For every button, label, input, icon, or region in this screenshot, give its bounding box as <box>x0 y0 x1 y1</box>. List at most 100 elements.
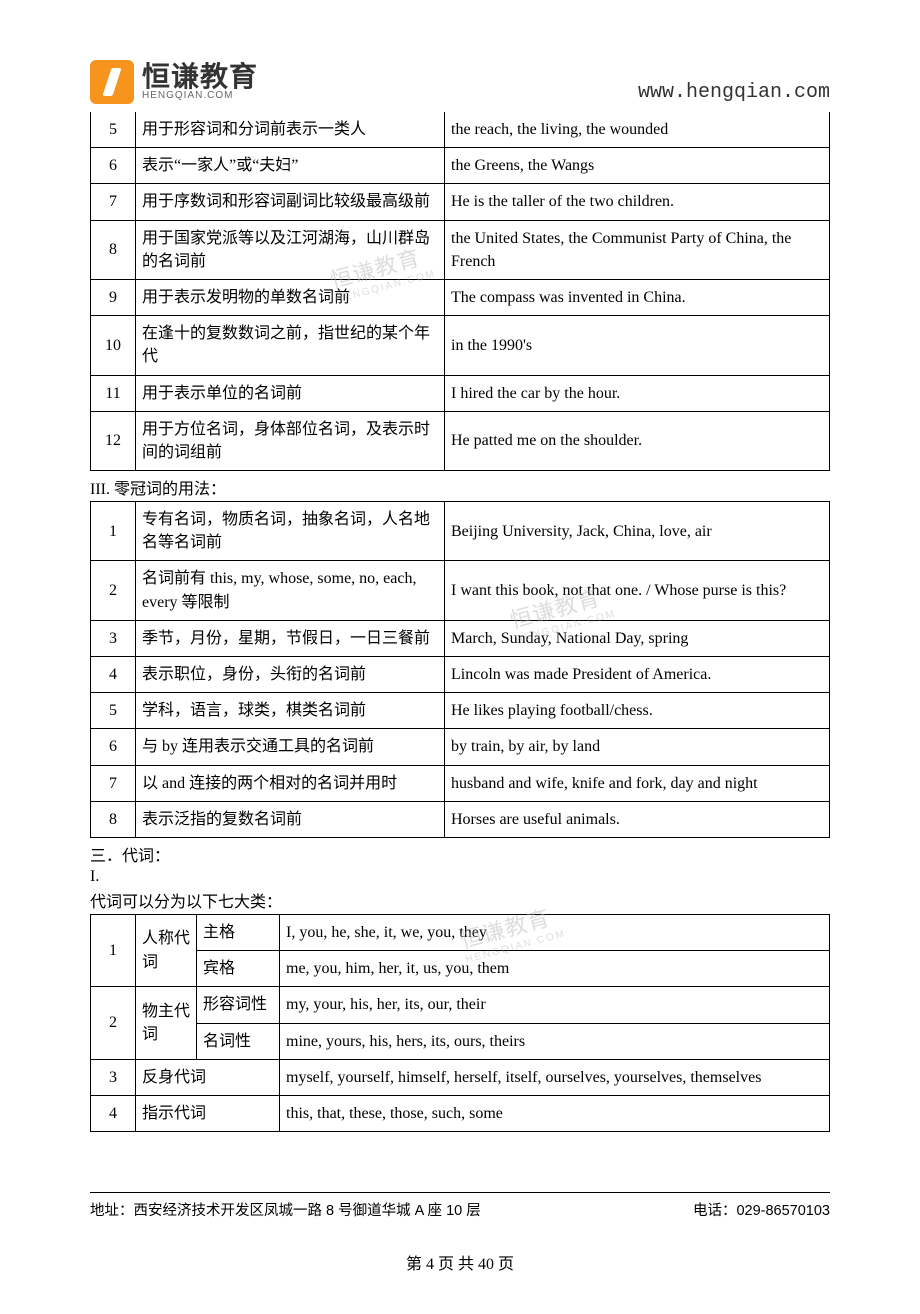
row-number: 9 <box>91 279 136 315</box>
row-number: 11 <box>91 375 136 411</box>
table-row: 6 与 by 连用表示交通工具的名词前 by train, by air, by… <box>91 729 830 765</box>
table-row: 8 用于国家党派等以及江河湖海，山川群岛的名词前 the United Stat… <box>91 220 830 279</box>
row-number: 10 <box>91 316 136 375</box>
table-row: 6 表示“一家人”或“夫妇” the Greens, the Wangs <box>91 148 830 184</box>
subcategory-cell: 宾格 <box>197 951 280 987</box>
rule-cell: 表示“一家人”或“夫妇” <box>136 148 445 184</box>
example-cell: by train, by air, by land <box>445 729 830 765</box>
rule-cell: 用于国家党派等以及江河湖海，山川群岛的名词前 <box>136 220 445 279</box>
page-number: 第 4 页 共 40 页 <box>90 1250 830 1274</box>
example-cell: husband and wife, knife and fork, day an… <box>445 765 830 801</box>
table-row: 宾格 me, you, him, her, it, us, you, them <box>91 951 830 987</box>
row-number: 1 <box>91 914 136 986</box>
example-cell: Lincoln was made President of America. <box>445 657 830 693</box>
example-cell: mine, yours, his, hers, its, ours, their… <box>280 1023 830 1059</box>
row-number: 3 <box>91 1059 136 1095</box>
table-row: 12 用于方位名词，身体部位名词，及表示时间的词组前 He patted me … <box>91 411 830 470</box>
example-cell: Beijing University, Jack, China, love, a… <box>445 502 830 561</box>
logo-icon <box>90 60 134 104</box>
footer-address: 地址：西安经济技术开发区凤城一路 8 号御道华城 A 座 10 层 <box>90 1199 481 1220</box>
example-cell: myself, yourself, himself, herself, itse… <box>280 1059 830 1095</box>
rule-cell: 用于表示发明物的单数名词前 <box>136 279 445 315</box>
example-cell: my, your, his, her, its, our, their <box>280 987 830 1023</box>
footer-phone: 电话：029-86570103 <box>693 1199 830 1220</box>
zero-article-table: 1 专有名词，物质名词，抽象名词，人名地名等名词前 Beijing Univer… <box>90 501 830 838</box>
row-number: 5 <box>91 112 136 148</box>
definite-article-table: 5 用于形容词和分词前表示一类人 the reach, the living, … <box>90 112 830 471</box>
section-pronoun-title: 三．代词： <box>90 842 830 866</box>
rule-cell: 用于表示单位的名词前 <box>136 375 445 411</box>
table-row: 3 反身代词 myself, yourself, himself, hersel… <box>91 1059 830 1095</box>
example-cell: He likes playing football/chess. <box>445 693 830 729</box>
row-number: 7 <box>91 184 136 220</box>
row-number: 7 <box>91 765 136 801</box>
category-cell: 物主代词 <box>136 987 197 1059</box>
row-number: 2 <box>91 987 136 1059</box>
table-row: 8 表示泛指的复数名词前 Horses are useful animals. <box>91 801 830 837</box>
category-cell: 指示代词 <box>136 1095 280 1131</box>
table-row: 4 指示代词 this, that, these, those, such, s… <box>91 1095 830 1131</box>
table-row: 5 用于形容词和分词前表示一类人 the reach, the living, … <box>91 112 830 148</box>
logo-text-en: HENGQIAN.COM <box>142 91 258 102</box>
table-row: 4 表示职位，身份，头衔的名词前 Lincoln was made Presid… <box>91 657 830 693</box>
example-cell: The compass was invented in China. <box>445 279 830 315</box>
rule-cell: 季节，月份，星期，节假日，一日三餐前 <box>136 620 445 656</box>
table-row: 10 在逢十的复数数词之前，指世纪的某个年代 in the 1990's <box>91 316 830 375</box>
row-number: 6 <box>91 729 136 765</box>
example-cell: He is the taller of the two children. <box>445 184 830 220</box>
rule-cell: 用于形容词和分词前表示一类人 <box>136 112 445 148</box>
subcategory-cell: 形容词性 <box>197 987 280 1023</box>
table-row: 2 物主代词 形容词性 my, your, his, her, its, our… <box>91 987 830 1023</box>
rule-cell: 与 by 连用表示交通工具的名词前 <box>136 729 445 765</box>
example-cell: I want this book, not that one. / Whose … <box>445 561 830 620</box>
example-cell: March, Sunday, National Day, spring <box>445 620 830 656</box>
example-cell: this, that, these, those, such, some <box>280 1095 830 1131</box>
example-cell: me, you, him, her, it, us, you, them <box>280 951 830 987</box>
rule-cell: 用于序数词和形容词副词比较级最高级前 <box>136 184 445 220</box>
section-pronoun-sub2: 代词可以分为以下七大类： <box>90 888 830 912</box>
example-cell: I, you, he, she, it, we, you, they <box>280 914 830 950</box>
rule-cell: 表示泛指的复数名词前 <box>136 801 445 837</box>
rule-cell: 学科，语言，球类，棋类名词前 <box>136 693 445 729</box>
rule-cell: 表示职位，身份，头衔的名词前 <box>136 657 445 693</box>
table-row: 7 用于序数词和形容词副词比较级最高级前 He is the taller of… <box>91 184 830 220</box>
table-row: 1 人称代词 主格 I, you, he, she, it, we, you, … <box>91 914 830 950</box>
row-number: 5 <box>91 693 136 729</box>
row-number: 3 <box>91 620 136 656</box>
example-cell: the reach, the living, the wounded <box>445 112 830 148</box>
rule-cell: 名词前有 this, my, whose, some, no, each, ev… <box>136 561 445 620</box>
category-cell: 反身代词 <box>136 1059 280 1095</box>
logo: 恒谦教育 HENGQIAN.COM <box>90 60 258 104</box>
table-row: 5 学科，语言，球类，棋类名词前 He likes playing footba… <box>91 693 830 729</box>
section-pronoun-sub1: I. <box>90 868 830 886</box>
table-row: 2 名词前有 this, my, whose, some, no, each, … <box>91 561 830 620</box>
page-footer: 地址：西安经济技术开发区凤城一路 8 号御道华城 A 座 10 层 电话：029… <box>90 1192 830 1274</box>
subcategory-cell: 主格 <box>197 914 280 950</box>
rule-cell: 在逢十的复数数词之前，指世纪的某个年代 <box>136 316 445 375</box>
row-number: 12 <box>91 411 136 470</box>
example-cell: the United States, the Communist Party o… <box>445 220 830 279</box>
rule-cell: 用于方位名词，身体部位名词，及表示时间的词组前 <box>136 411 445 470</box>
row-number: 8 <box>91 220 136 279</box>
logo-text-cn: 恒谦教育 <box>142 62 258 91</box>
section-zero-article: III. 零冠词的用法： <box>90 475 830 499</box>
table-row: 名词性 mine, yours, his, hers, its, ours, t… <box>91 1023 830 1059</box>
subcategory-cell: 名词性 <box>197 1023 280 1059</box>
row-number: 1 <box>91 502 136 561</box>
category-cell: 人称代词 <box>136 914 197 986</box>
pronoun-table: 1 人称代词 主格 I, you, he, she, it, we, you, … <box>90 914 830 1132</box>
table-row: 3 季节，月份，星期，节假日，一日三餐前 March, Sunday, Nati… <box>91 620 830 656</box>
rule-cell: 以 and 连接的两个相对的名词并用时 <box>136 765 445 801</box>
row-number: 8 <box>91 801 136 837</box>
row-number: 4 <box>91 1095 136 1131</box>
table-row: 1 专有名词，物质名词，抽象名词，人名地名等名词前 Beijing Univer… <box>91 502 830 561</box>
row-number: 2 <box>91 561 136 620</box>
page-header: 恒谦教育 HENGQIAN.COM www.hengqian.com <box>90 60 830 104</box>
example-cell: Horses are useful animals. <box>445 801 830 837</box>
table-row: 11 用于表示单位的名词前 I hired the car by the hou… <box>91 375 830 411</box>
example-cell: I hired the car by the hour. <box>445 375 830 411</box>
row-number: 6 <box>91 148 136 184</box>
site-url: www.hengqian.com <box>638 81 830 104</box>
table-row: 9 用于表示发明物的单数名词前 The compass was invented… <box>91 279 830 315</box>
footer-divider <box>90 1192 830 1193</box>
